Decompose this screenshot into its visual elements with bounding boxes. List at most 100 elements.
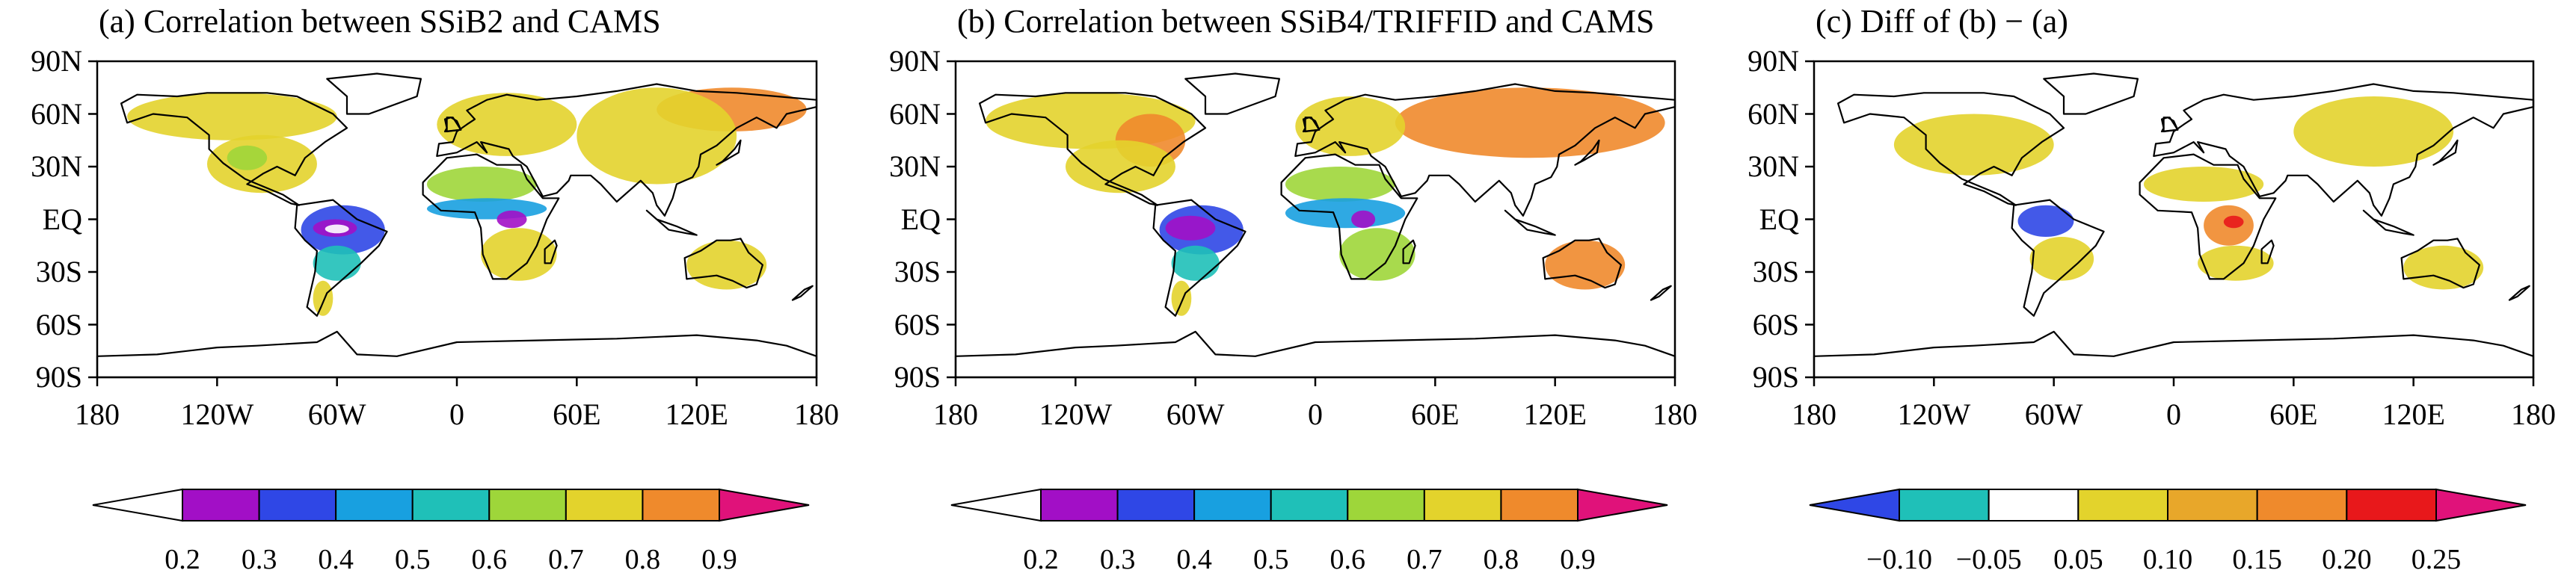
colorbar-swatch xyxy=(1116,489,1196,521)
map-panel-a xyxy=(88,60,818,522)
colorbar-label: 0.4 xyxy=(1176,544,1212,575)
colorbar-label: 0.10 xyxy=(2142,544,2193,575)
coastline-madagascar xyxy=(1402,239,1416,264)
coastline-north-america xyxy=(120,92,348,206)
data-field xyxy=(1285,167,1395,202)
panel-a: (a) Correlation between SSiB2 and CAMS 9… xyxy=(0,0,858,585)
map-panel-c xyxy=(1805,60,2535,522)
y-tick-label: 30S xyxy=(1752,255,1799,288)
colorbar-label: 0.5 xyxy=(394,544,431,575)
x-tick-label: 180 xyxy=(1792,397,1836,431)
coastline-africa xyxy=(1280,153,1418,280)
colorbar-label: 0.25 xyxy=(2411,544,2462,575)
coastline-new-zealand xyxy=(791,285,814,301)
data-field xyxy=(1065,140,1175,194)
coastline-uk xyxy=(1302,117,1321,133)
x-tick-label: 120W xyxy=(180,397,254,431)
data-field xyxy=(2223,215,2244,229)
x-tick-label: 180 xyxy=(933,397,978,431)
y-tick-label: 30N xyxy=(1747,149,1799,183)
data-field xyxy=(426,198,547,220)
colorbar-swatch xyxy=(2167,489,2258,521)
data-field xyxy=(2198,245,2274,281)
data-field xyxy=(2017,205,2074,237)
x-tick-label: 120E xyxy=(1523,397,1587,431)
colorbar-swatch xyxy=(182,489,260,521)
colorbar-swatch xyxy=(488,489,567,521)
data-field xyxy=(313,245,361,281)
y-tick-label: EQ xyxy=(900,202,941,236)
colorbar-label: 0.3 xyxy=(241,544,277,575)
data-field xyxy=(325,224,349,234)
coastline-north-america xyxy=(1837,92,2065,206)
coastline-new-zealand xyxy=(1650,285,1672,301)
y-tick-label: 90S xyxy=(35,360,82,394)
data-field xyxy=(1295,96,1406,156)
colorbar-label: −0.05 xyxy=(1955,544,2022,575)
data-field xyxy=(686,240,767,290)
coastline-africa xyxy=(422,153,560,280)
colorbar-extend-high xyxy=(2435,488,2527,522)
colorbar-label: 0.5 xyxy=(1252,544,1289,575)
coastline-greenland xyxy=(1184,72,1281,115)
x-tick-label: 180 xyxy=(2511,397,2556,431)
x-tick-label: 60E xyxy=(2269,397,2318,431)
coastline-south-america xyxy=(1152,199,1246,317)
data-field xyxy=(2403,245,2484,290)
coastline-new-zealand xyxy=(2508,285,2530,301)
x-tick-label: 120W xyxy=(1897,397,1971,431)
data-field xyxy=(227,145,268,170)
colorbar-label: 0.2 xyxy=(165,544,200,575)
coastline-south-america xyxy=(294,199,388,317)
y-tick-label: 30N xyxy=(31,149,82,183)
coastline-africa xyxy=(2139,153,2277,280)
data-field xyxy=(1171,280,1192,316)
coastline-indonesia xyxy=(1504,209,1556,236)
colorbar-label: 0.9 xyxy=(701,544,737,575)
data-field xyxy=(1893,114,2054,176)
colorbar-swatch xyxy=(2077,489,2169,521)
data-field xyxy=(1351,210,1376,229)
y-tick-label: 90N xyxy=(1747,44,1799,78)
colorbar-swatch xyxy=(411,489,491,521)
colorbar-label: 0.9 xyxy=(1560,544,1596,575)
colorbar-swatch xyxy=(1270,489,1349,521)
coastline-eurasia xyxy=(436,83,818,217)
y-tick-label: EQ xyxy=(42,202,82,236)
data-field xyxy=(313,280,333,316)
data-field xyxy=(2293,96,2454,167)
y-tick-label: 60S xyxy=(35,307,82,341)
x-tick-label: 60W xyxy=(2024,397,2083,431)
data-field xyxy=(497,210,527,229)
coastline-japan xyxy=(2432,139,2459,166)
x-tick-label: 0 xyxy=(449,397,464,431)
colorbar-extend-high xyxy=(1577,488,1668,522)
colorbar-swatch xyxy=(2256,489,2348,521)
data-field xyxy=(2143,167,2264,202)
colorbar-label: −0.10 xyxy=(1866,544,1932,575)
coastline-eurasia xyxy=(2153,83,2535,217)
coastline-eurasia xyxy=(1294,83,1676,217)
data-field xyxy=(1165,215,1216,241)
coastline-indonesia xyxy=(2362,209,2414,236)
coastline-australia xyxy=(683,238,764,289)
x-tick-label: 0 xyxy=(2166,397,2181,431)
colorbar-swatch xyxy=(642,489,721,521)
data-field xyxy=(2029,237,2094,281)
coastline-greenland xyxy=(326,72,422,115)
colorbar-label: 0.7 xyxy=(548,544,584,575)
y-tick-label: 60N xyxy=(1747,96,1799,131)
x-tick-label: 180 xyxy=(794,397,839,431)
coastline-madagascar xyxy=(544,239,558,264)
map-panel-b xyxy=(947,60,1676,522)
data-field xyxy=(426,167,537,202)
coastline-uk xyxy=(443,117,462,133)
coastline-madagascar xyxy=(2260,239,2275,264)
panel-c: (c) Diff of (b) − (a) 90N 60N 30N EQ 30S 60S 9… xyxy=(1717,0,2575,585)
y-tick-label: 90S xyxy=(894,360,941,394)
panel-title: (b) Correlation between SSiB4/TRIFFID an… xyxy=(957,3,1655,40)
colorbar-label: 0.6 xyxy=(471,544,508,575)
y-tick-label: 90N xyxy=(889,44,941,78)
coastline-greenland xyxy=(2043,72,2139,115)
colorbar-swatch xyxy=(1500,489,1579,521)
